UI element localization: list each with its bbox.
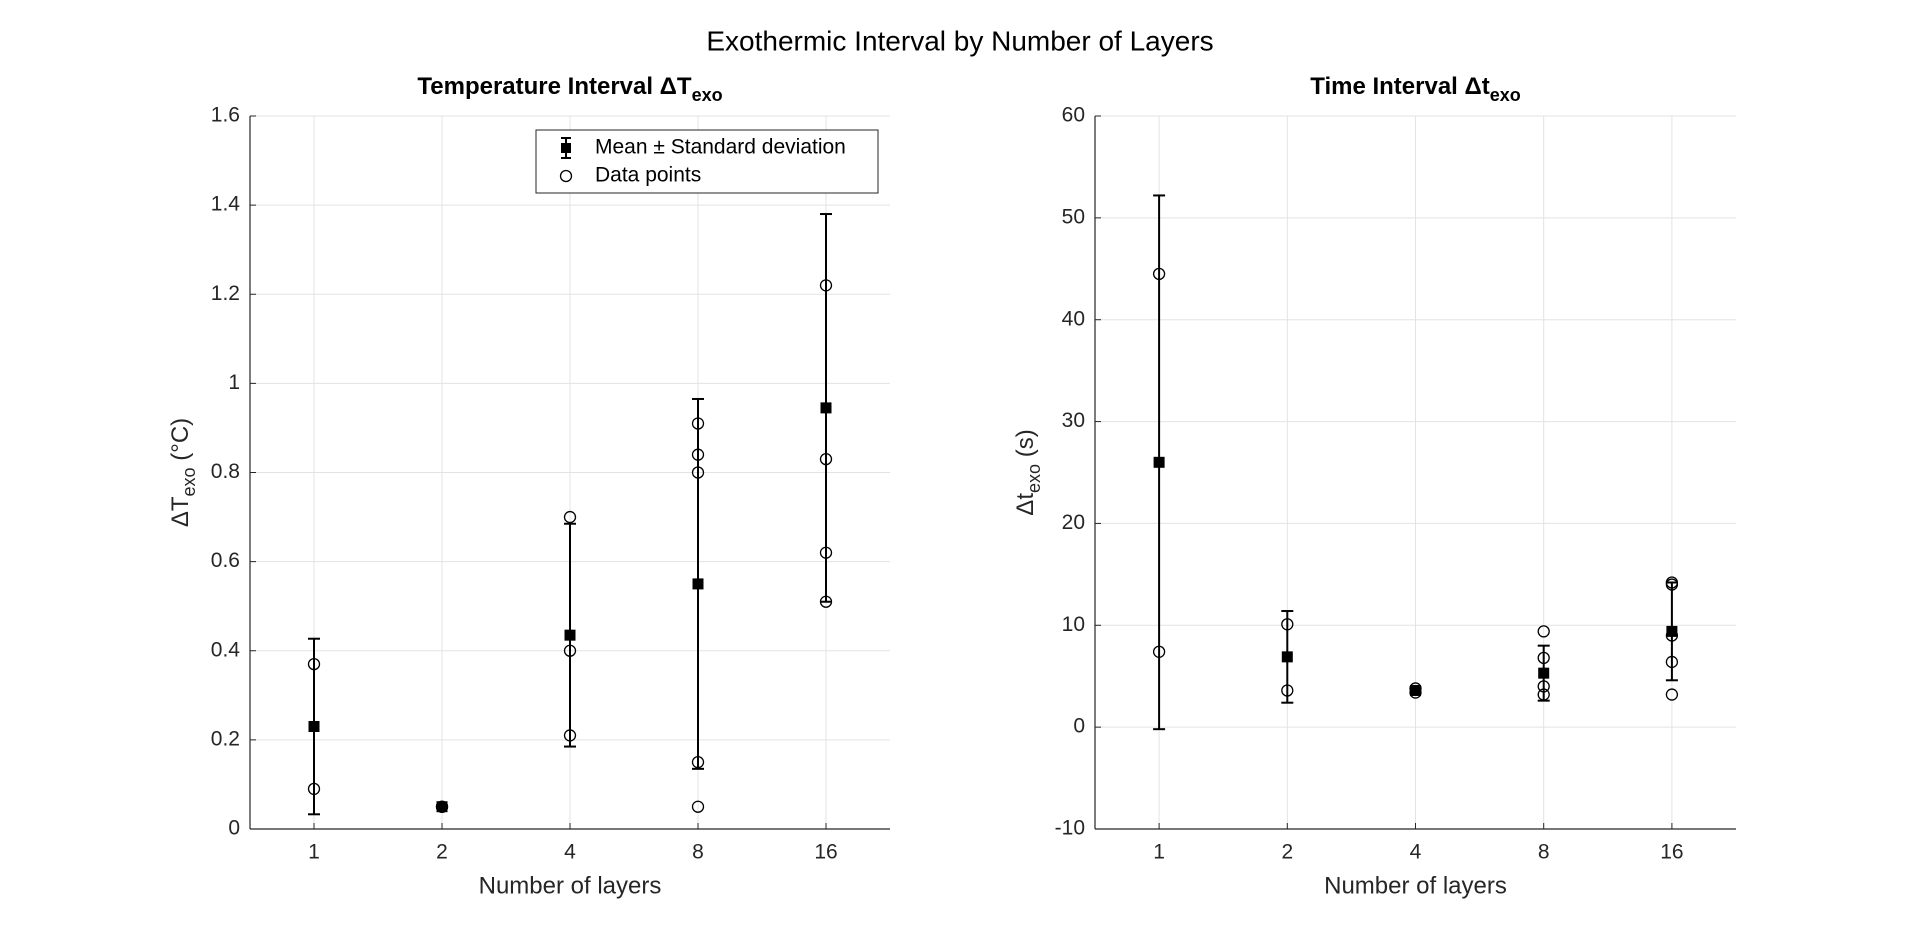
- mean-marker: [1538, 667, 1550, 679]
- data-point: [691, 417, 705, 430]
- y-axis-label: Δtexo (s): [1012, 429, 1043, 515]
- y-tick-label: 30: [1062, 409, 1085, 432]
- data-point: [563, 510, 577, 524]
- x-tick-label: 16: [1660, 841, 1683, 864]
- y-tick-label: 40: [1062, 307, 1085, 330]
- ylabel-subscript: exo: [179, 467, 199, 496]
- y-tick-label: 0.4: [211, 638, 241, 661]
- data-point: [819, 546, 833, 559]
- ylabel-main: ΔT: [167, 496, 194, 527]
- mean-marker: [1281, 651, 1293, 663]
- data-point: [1152, 267, 1166, 281]
- data-point: [1152, 645, 1166, 658]
- x-axis-label: Number of layers: [1324, 872, 1507, 899]
- data-point: [563, 729, 577, 742]
- legend: Mean ± Standard deviation Data points: [535, 129, 879, 194]
- mean-marker: [692, 578, 704, 590]
- data-point: [1537, 651, 1550, 665]
- y-tick-label: 0: [1073, 715, 1085, 738]
- ylabel-main: Δt: [1012, 493, 1039, 516]
- y-tick-label: 1: [228, 371, 240, 394]
- subplot-title: Time Interval Δtexo: [1310, 73, 1521, 104]
- mean-marker: [820, 402, 832, 414]
- mean-marker: [436, 801, 448, 813]
- mean-marker: [308, 721, 320, 733]
- x-tick-label: 1: [1153, 841, 1165, 864]
- y-tick-label: 1.4: [211, 193, 241, 216]
- y-tick-label: 50: [1062, 205, 1085, 228]
- y-tick-label: 0.8: [211, 460, 240, 483]
- data-point: [691, 756, 705, 769]
- x-tick-label: 2: [436, 841, 448, 864]
- title-subscript: exo: [692, 85, 723, 105]
- y-tick-label: 0.2: [211, 727, 240, 750]
- data-point: [819, 279, 833, 292]
- y-tick-label: 1.6: [211, 104, 240, 127]
- x-tick-label: 8: [692, 841, 704, 864]
- y-tick-label: 10: [1062, 613, 1085, 636]
- title-main: Time Interval Δt: [1310, 73, 1490, 100]
- ylabel-suffix: (s): [1012, 429, 1039, 464]
- ylabel-suffix: (°C): [167, 418, 194, 468]
- data-point: [1281, 618, 1294, 631]
- data-point: [307, 782, 321, 796]
- title-main: Temperature Interval ΔT: [417, 73, 692, 100]
- y-tick-label: 0.6: [211, 549, 240, 572]
- mean-marker: [564, 629, 576, 641]
- legend-label: Mean ± Standard deviation: [595, 136, 846, 159]
- x-axis-label: Number of layers: [479, 872, 662, 899]
- data-point: [307, 657, 321, 671]
- data-point: [691, 466, 705, 479]
- y-axis-label: ΔTexo (°C): [167, 418, 198, 527]
- x-tick-label: 4: [1410, 841, 1422, 864]
- legend-label: Data points: [595, 164, 701, 187]
- x-tick-label: 2: [1281, 841, 1293, 864]
- mean-marker: [1153, 456, 1165, 468]
- data-point: [1537, 680, 1550, 693]
- legend-circle: [559, 169, 573, 183]
- y-tick-label: 0: [228, 817, 240, 840]
- data-point: [691, 800, 705, 813]
- y-tick-label: 1.2: [211, 282, 240, 305]
- data-point: [1665, 688, 1679, 701]
- data-point: [1281, 684, 1294, 697]
- figure-title: Exothermic Interval by Number of Layers: [706, 25, 1213, 56]
- data-point: [1665, 578, 1679, 591]
- data-point: [819, 595, 833, 608]
- y-tick-label: 60: [1062, 104, 1085, 127]
- y-tick-label: 20: [1062, 511, 1085, 534]
- mean-marker: [1666, 625, 1678, 637]
- ylabel-subscript: exo: [1024, 464, 1044, 493]
- x-tick-label: 8: [1538, 841, 1550, 864]
- data-point: [1537, 625, 1550, 638]
- subplot-title: Temperature Interval ΔTexo: [417, 73, 722, 104]
- data-point: [1537, 688, 1550, 701]
- mean-marker: [1410, 684, 1421, 696]
- data-point: [819, 452, 833, 466]
- legend-box: [535, 129, 879, 194]
- x-tick-label: 4: [564, 841, 576, 864]
- data-point: [563, 644, 577, 657]
- y-tick-label: -10: [1055, 817, 1085, 840]
- x-tick-label: 16: [814, 841, 837, 864]
- x-tick-label: 1: [308, 841, 320, 864]
- data-point: [691, 448, 705, 461]
- legend-square: [561, 143, 571, 153]
- title-subscript: exo: [1490, 85, 1521, 105]
- data-point: [1665, 655, 1679, 669]
